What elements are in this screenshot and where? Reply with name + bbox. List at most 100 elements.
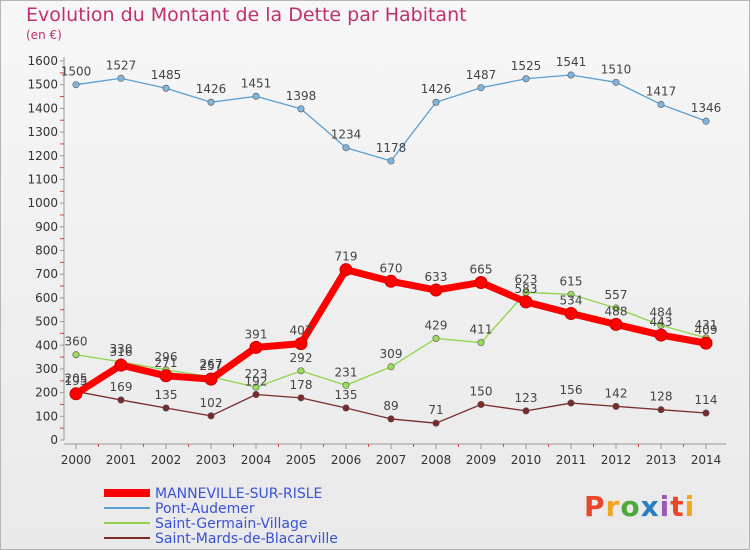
data-label-saint-germain-village: 557 bbox=[605, 288, 628, 302]
y-tick-label: 500 bbox=[35, 315, 58, 329]
data-label-saint-mards-de-blacarville: 89 bbox=[383, 399, 398, 413]
data-label-pont-audemer: 1541 bbox=[556, 55, 587, 69]
data-point-saint-mards-de-blacarville bbox=[297, 394, 305, 402]
data-label-pont-audemer: 1487 bbox=[466, 68, 497, 82]
legend-label-saint-germain-village: Saint-Germain-Village bbox=[155, 516, 307, 532]
data-point-manneville-sur-risle bbox=[249, 340, 263, 354]
x-tick-label: 2004 bbox=[241, 453, 272, 467]
data-point-manneville-sur-risle bbox=[474, 275, 488, 289]
x-tick-label: 2007 bbox=[376, 453, 407, 467]
data-label-saint-germain-village: 267 bbox=[200, 357, 223, 371]
data-point-pont-audemer bbox=[162, 84, 170, 92]
y-tick-label: 300 bbox=[35, 362, 58, 376]
data-label-saint-mards-de-blacarville: 169 bbox=[110, 380, 133, 394]
y-tick-label: 1000 bbox=[27, 196, 58, 210]
data-point-manneville-sur-risle bbox=[609, 317, 623, 331]
data-point-pont-audemer bbox=[477, 84, 485, 92]
y-tick-label: 1200 bbox=[27, 149, 58, 163]
x-tick-label: 2006 bbox=[331, 453, 362, 467]
data-point-saint-mards-de-blacarville bbox=[117, 396, 125, 404]
data-label-manneville-sur-risle: 271 bbox=[155, 356, 178, 370]
data-point-manneville-sur-risle bbox=[114, 358, 128, 372]
data-label-manneville-sur-risle: 443 bbox=[650, 315, 673, 329]
y-tick-label: 1400 bbox=[27, 101, 58, 115]
data-point-saint-germain-village bbox=[657, 321, 665, 329]
data-label-pont-audemer: 1485 bbox=[151, 68, 182, 82]
x-tick-label: 2002 bbox=[151, 453, 182, 467]
data-point-saint-mards-de-blacarville bbox=[702, 409, 710, 417]
data-point-saint-mards-de-blacarville bbox=[252, 391, 260, 399]
legend-label-pont-audemer: Pont-Audemer bbox=[155, 501, 255, 517]
legend-label-manneville-sur-risle: MANNEVILLE-SUR-RISLE bbox=[155, 486, 322, 502]
data-point-manneville-sur-risle bbox=[339, 263, 353, 277]
data-point-manneville-sur-risle bbox=[384, 274, 398, 288]
data-label-pont-audemer: 1527 bbox=[106, 58, 137, 72]
data-label-manneville-sur-risle: 407 bbox=[290, 324, 313, 338]
x-tick-label: 2005 bbox=[286, 453, 317, 467]
data-point-pont-audemer bbox=[207, 98, 215, 106]
data-point-pont-audemer bbox=[252, 92, 260, 100]
data-label-saint-mards-de-blacarville: 102 bbox=[200, 396, 223, 410]
data-point-pont-audemer bbox=[297, 105, 305, 113]
data-point-saint-mards-de-blacarville bbox=[342, 404, 350, 412]
data-label-pont-audemer: 1500 bbox=[61, 65, 92, 79]
data-point-saint-germain-village bbox=[612, 304, 620, 312]
legend-label-saint-mards-de-blacarville: Saint-Mards-de-Blacarville bbox=[155, 531, 338, 547]
data-point-saint-germain-village bbox=[567, 290, 575, 298]
logo-letter: x bbox=[640, 490, 660, 523]
data-label-manneville-sur-risle: 391 bbox=[245, 327, 268, 341]
data-point-saint-mards-de-blacarville bbox=[612, 402, 620, 410]
y-tick-label: 600 bbox=[35, 291, 58, 305]
chart-subtitle: (en €) bbox=[26, 28, 62, 42]
data-label-saint-mards-de-blacarville: 135 bbox=[155, 388, 178, 402]
data-label-manneville-sur-risle: 665 bbox=[470, 262, 493, 276]
data-point-saint-mards-de-blacarville bbox=[432, 419, 440, 427]
data-label-saint-mards-de-blacarville: 142 bbox=[605, 386, 628, 400]
y-tick-label: 200 bbox=[35, 386, 58, 400]
data-label-saint-germain-village: 330 bbox=[110, 342, 133, 356]
data-label-saint-mards-de-blacarville: 156 bbox=[560, 383, 583, 397]
x-tick-label: 2014 bbox=[691, 453, 722, 467]
x-tick-label: 2011 bbox=[556, 453, 587, 467]
y-tick-label: 400 bbox=[35, 338, 58, 352]
data-label-manneville-sur-risle: 195 bbox=[65, 374, 88, 388]
data-point-pont-audemer bbox=[567, 71, 575, 79]
logo-letter: r bbox=[605, 490, 621, 523]
chart-lines bbox=[69, 71, 713, 427]
data-label-manneville-sur-risle: 670 bbox=[380, 261, 403, 275]
data-label-saint-mards-de-blacarville: 123 bbox=[515, 391, 538, 405]
data-label-pont-audemer: 1178 bbox=[376, 141, 407, 155]
data-point-saint-germain-village bbox=[387, 363, 395, 371]
data-point-saint-mards-de-blacarville bbox=[477, 400, 485, 408]
logo-letter: o bbox=[620, 490, 641, 523]
data-point-saint-germain-village bbox=[477, 339, 485, 347]
x-tick-label: 2003 bbox=[196, 453, 227, 467]
data-label-saint-germain-village: 411 bbox=[470, 323, 493, 337]
data-label-saint-germain-village: 429 bbox=[425, 318, 448, 332]
data-label-pont-audemer: 1451 bbox=[241, 76, 272, 90]
data-point-pont-audemer bbox=[117, 74, 125, 82]
data-label-saint-mards-de-blacarville: 150 bbox=[470, 384, 493, 398]
data-point-saint-germain-village bbox=[252, 383, 260, 391]
y-tick-label: 100 bbox=[35, 409, 58, 423]
data-label-pont-audemer: 1346 bbox=[691, 101, 722, 115]
data-label-manneville-sur-risle: 409 bbox=[695, 323, 718, 337]
data-label-manneville-sur-risle: 488 bbox=[605, 304, 628, 318]
data-label-saint-germain-village: 292 bbox=[290, 351, 313, 365]
data-point-saint-mards-de-blacarville bbox=[387, 415, 395, 423]
data-point-pont-audemer bbox=[432, 98, 440, 106]
x-tick-label: 2009 bbox=[466, 453, 497, 467]
x-tick-label: 2008 bbox=[421, 453, 452, 467]
data-label-saint-mards-de-blacarville: 178 bbox=[290, 378, 313, 392]
x-tick-label: 2000 bbox=[61, 453, 92, 467]
data-label-saint-germain-village: 623 bbox=[515, 272, 538, 286]
data-label-pont-audemer: 1234 bbox=[331, 128, 362, 142]
x-tick-label: 2010 bbox=[511, 453, 542, 467]
data-point-saint-mards-de-blacarville bbox=[522, 407, 530, 415]
data-point-saint-germain-village bbox=[297, 367, 305, 375]
data-point-pont-audemer bbox=[387, 157, 395, 165]
data-label-pont-audemer: 1426 bbox=[421, 82, 452, 96]
data-point-manneville-sur-risle bbox=[159, 369, 173, 383]
data-label-saint-germain-village: 360 bbox=[65, 335, 88, 349]
data-label-saint-germain-village: 223 bbox=[245, 367, 268, 381]
